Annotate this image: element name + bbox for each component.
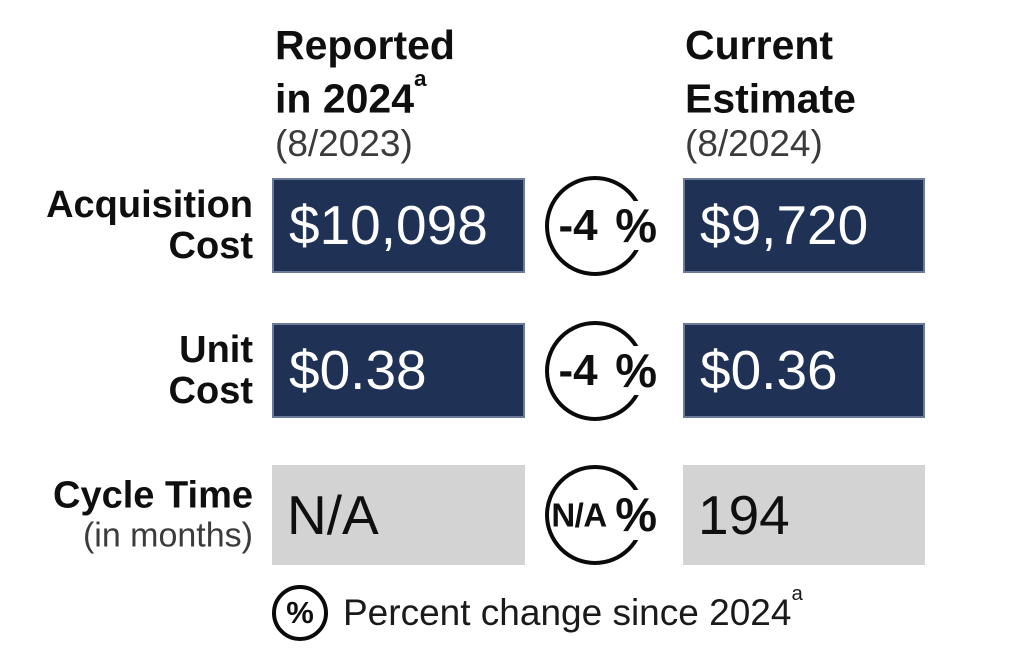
footnote-marker: a — [414, 65, 427, 91]
column-title-line1: Reported — [275, 22, 455, 68]
column-subtitle: (8/2023) — [275, 122, 413, 164]
row-cycle-time: Cycle Time (in months) N/A N/A % 194 — [0, 465, 1019, 565]
legend-text: Percent change since 2024a — [343, 583, 803, 634]
reported-value-box: N/A — [272, 465, 525, 565]
column-title-line2-text: in 2024 — [275, 75, 415, 122]
column-subtitle: (8/2024) — [685, 122, 823, 164]
footnote-marker: a — [791, 583, 803, 606]
estimate-value: 194 — [698, 483, 790, 546]
estimate-value: $9,720 — [700, 194, 869, 256]
percent-icon: % — [614, 198, 658, 252]
percent-icon: % — [614, 343, 658, 397]
estimate-value-box: 194 — [683, 465, 925, 565]
percent-change-badge: N/A % — [545, 465, 658, 565]
reported-value: $0.38 — [289, 339, 427, 401]
row-acquisition-cost: Acquisition Cost $10,098 -4 % $9,720 — [0, 175, 1019, 276]
column-title-line2: in 2024a — [275, 65, 455, 122]
row-label: Acquisition Cost — [46, 183, 253, 267]
column-header-estimate: Current Estimate (8/2024) — [685, 22, 856, 165]
estimate-value-box: $0.36 — [683, 323, 925, 418]
row-label: Cycle Time (in months) — [53, 474, 253, 555]
percent-icon: % — [272, 585, 328, 641]
legend-symbol: % — [286, 595, 314, 630]
row-label-text: Acquisition Cost — [46, 183, 253, 267]
percent-change-value: N/A — [551, 496, 607, 534]
column-title-line2: Estimate — [685, 68, 856, 122]
legend-text-main: Percent change since 2024 — [343, 591, 792, 633]
column-title: Reported in 2024a — [275, 22, 455, 122]
percent-change-value: -4 — [558, 200, 598, 250]
reported-value: N/A — [287, 483, 379, 546]
estimate-value: $0.36 — [700, 339, 838, 401]
column-header-reported: Reported in 2024a (8/2023) — [275, 22, 455, 165]
column-title: Current Estimate — [685, 22, 856, 122]
reported-value-box: $10,098 — [272, 178, 525, 273]
legend: % Percent change since 2024a — [272, 583, 803, 641]
reported-value-box: $0.38 — [272, 323, 525, 418]
row-label-text: Unit Cost — [168, 328, 253, 412]
percent-change-value: -4 — [558, 345, 598, 395]
estimate-value-box: $9,720 — [683, 178, 925, 273]
column-title-line1: Current — [685, 22, 834, 68]
percent-change-badge: -4 % — [545, 320, 658, 421]
reported-value: $10,098 — [289, 194, 488, 256]
row-label: Unit Cost — [168, 328, 253, 412]
percent-icon: % — [614, 488, 658, 542]
percent-change-badge: -4 % — [545, 175, 658, 276]
row-label-note: (in months) — [82, 516, 253, 555]
row-unit-cost: Unit Cost $0.38 -4 % $0.36 — [0, 320, 1019, 421]
column-title-line2-text: Estimate — [685, 75, 856, 122]
row-label-text: Cycle Time — [53, 474, 253, 517]
